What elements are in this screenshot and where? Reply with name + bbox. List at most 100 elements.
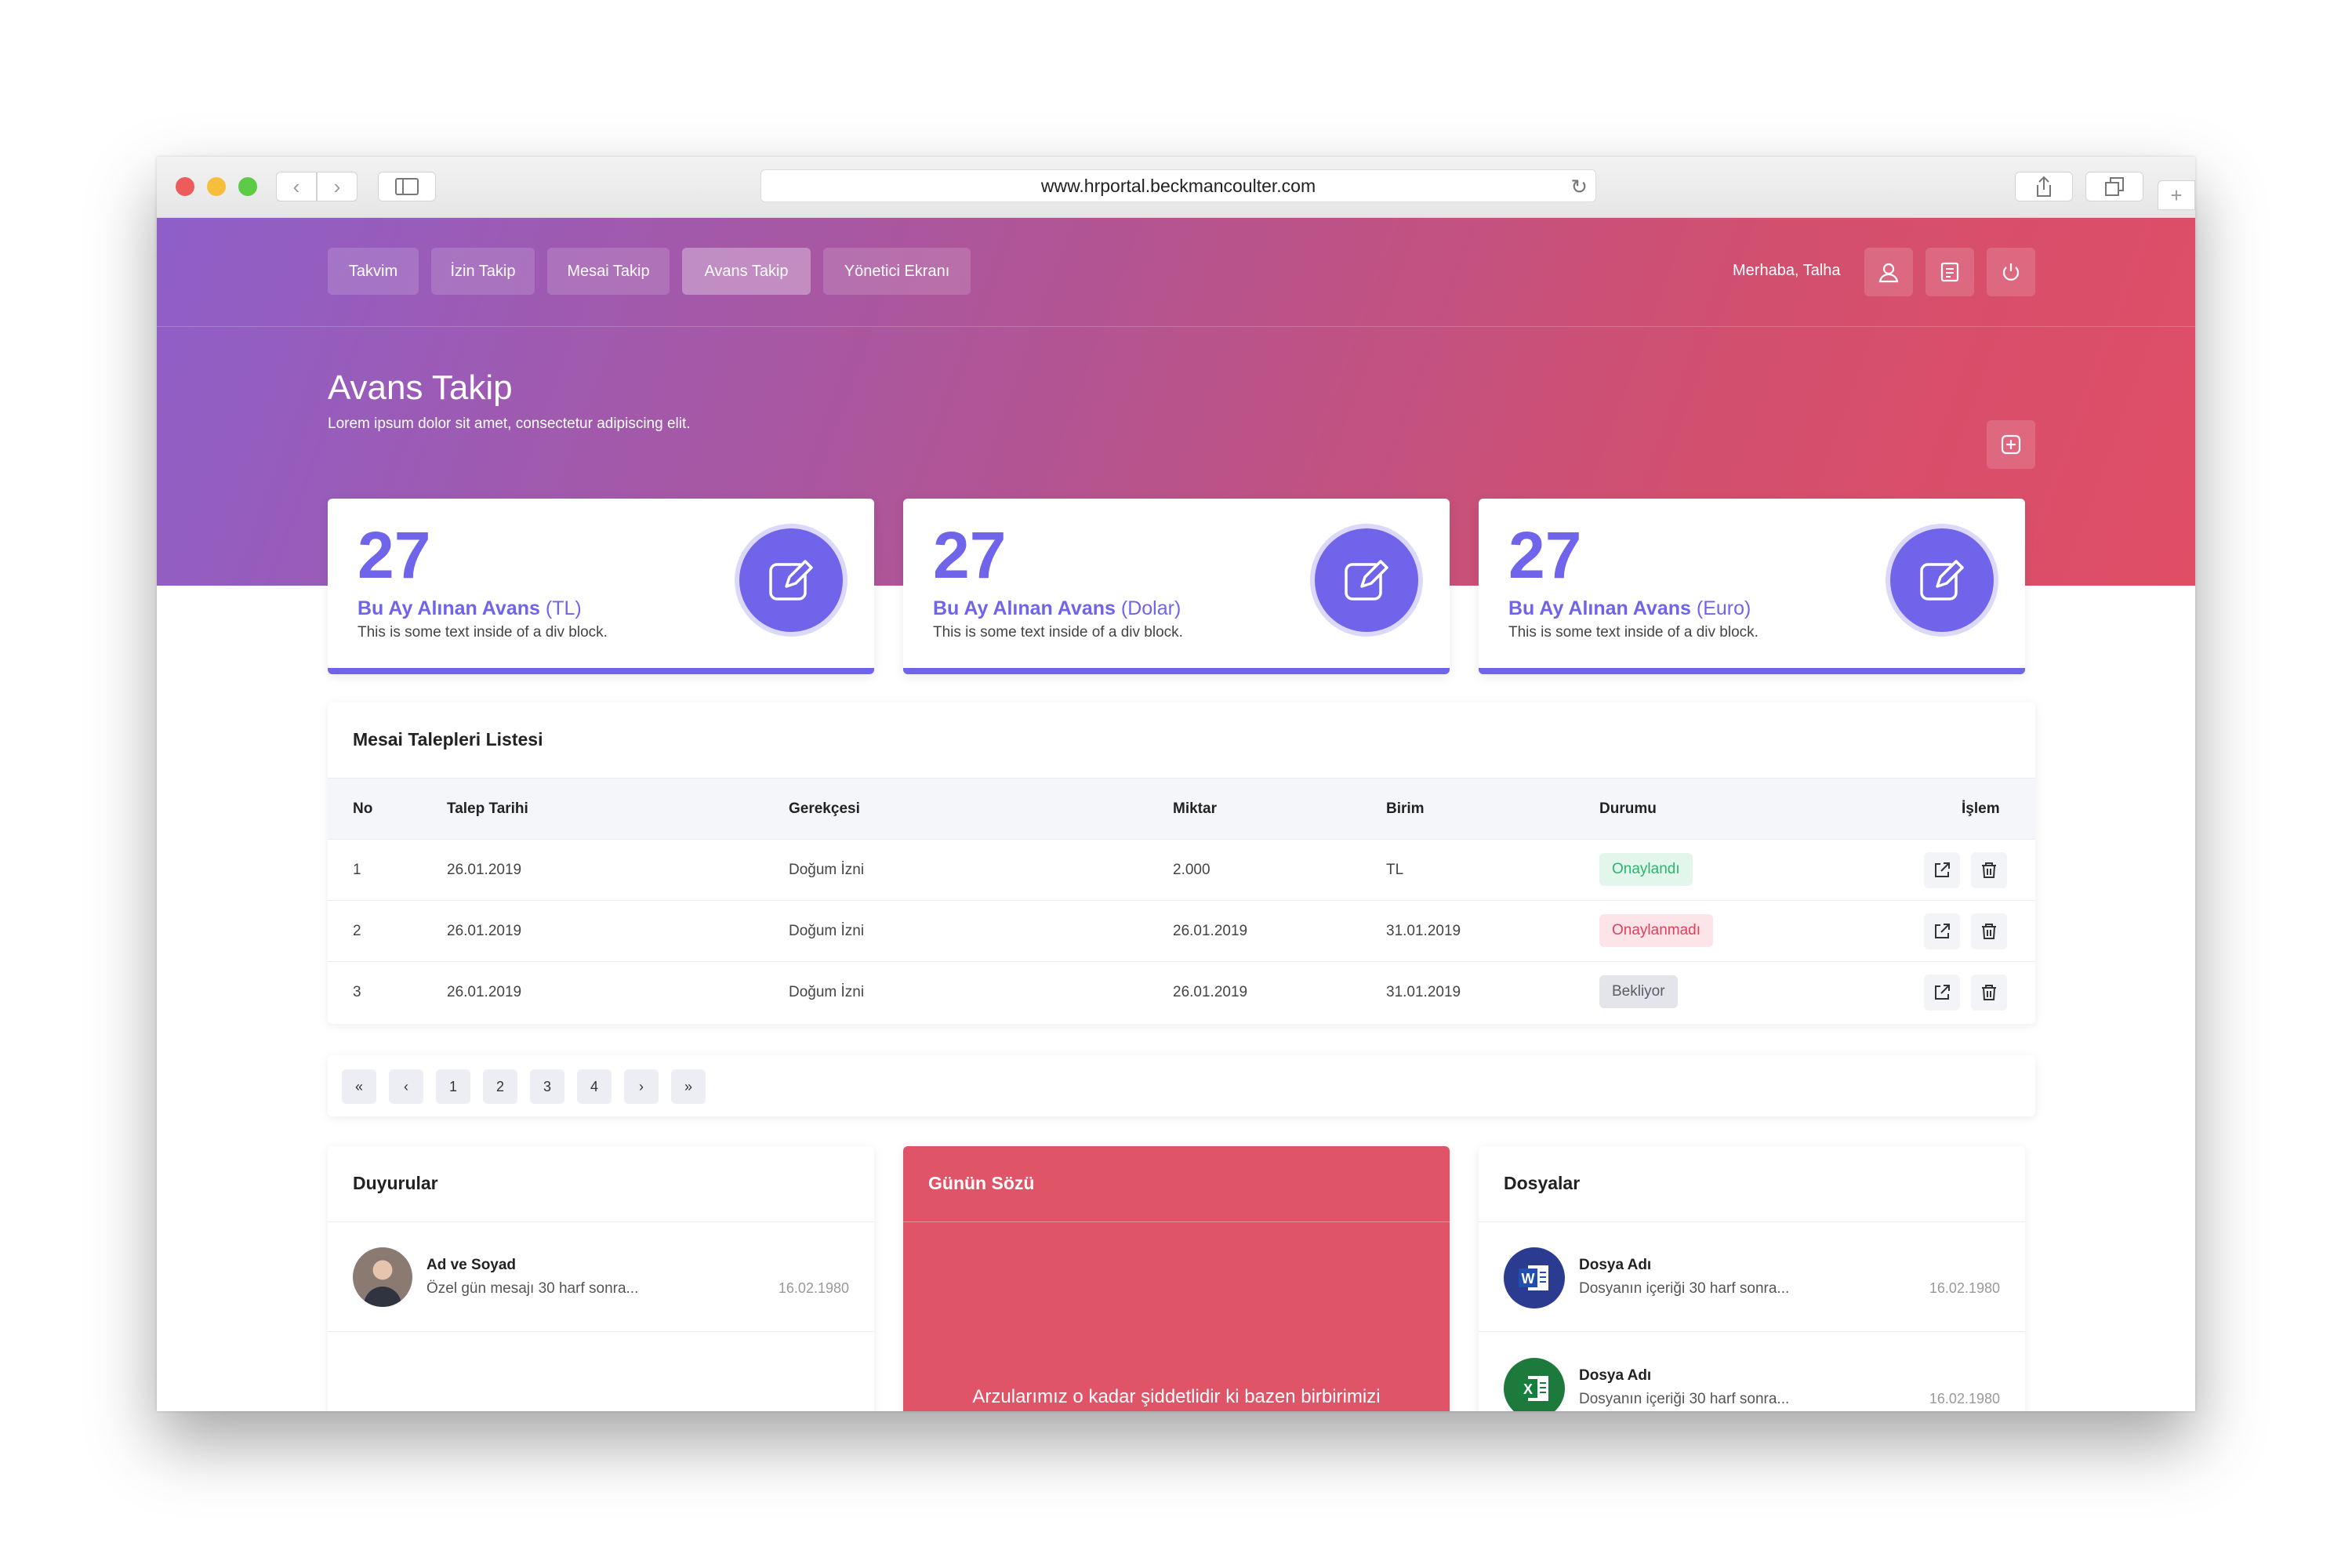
address-bar[interactable]: www.hrportal.beckmancoulter.com ↻ [760,169,1596,202]
last-page-button[interactable]: » [671,1069,706,1104]
stat-label: Bu Ay Alınan Avans (TL) [358,597,582,619]
maximize-window-icon[interactable] [238,177,257,196]
stat-value: 27 [1508,518,1582,592]
power-icon [2002,263,2020,281]
cell-unit: TL [1386,862,1404,878]
cell-reason: Doğum İzni [789,984,865,1000]
delete-button[interactable] [1971,852,2007,888]
cell-no: 1 [353,862,361,878]
open-button[interactable] [1924,913,1960,949]
prev-page-button[interactable]: ‹ [389,1069,423,1104]
status-badge: Onaylanmadı [1599,914,1714,947]
table-row: 1 26.01.2019 Doğum İzni 2.000 TL Onaylan… [328,839,2035,900]
profile-button[interactable] [1864,248,1913,296]
share-button[interactable] [2015,172,2073,201]
file-date: 16.02.1980 [1929,1280,2000,1296]
file-date: 16.02.1980 [1929,1391,2000,1406]
reload-icon[interactable]: ↻ [1570,175,1588,198]
trash-icon [1982,862,1996,878]
file-name: Dosya Adı [1579,1257,1652,1273]
chevron-right-icon: › [333,174,341,198]
open-button[interactable] [1924,975,1960,1011]
external-link-icon [1935,924,1950,938]
logout-button[interactable] [1987,248,2035,296]
quote-text: Arzularımız o kadar şiddetlidir ki bazen… [972,1386,1381,1407]
cell-unit: 31.01.2019 [1386,984,1461,1000]
delete-button[interactable] [1971,913,2007,949]
cell-date: 26.01.2019 [447,923,522,939]
col-reason: Gerekçesi [789,800,860,817]
cell-unit: 31.01.2019 [1386,923,1461,939]
nav-item-yonetici-ekrani[interactable]: Yönetici Ekranı [823,248,971,295]
url-text: www.hrportal.beckmancoulter.com [1040,175,1316,196]
edit-icon [1315,528,1418,632]
open-button[interactable] [1924,852,1960,888]
add-button[interactable] [1987,420,2035,469]
first-page-button[interactable]: « [342,1069,376,1104]
chevrons-right-icon: » [684,1078,692,1094]
announcement-text: Özel gün mesajı 30 harf sonra... [426,1280,639,1297]
col-amount: Miktar [1173,800,1217,817]
forward-button[interactable]: › [317,172,358,201]
browser-window: ‹ › www.hrportal.beckmancoulter.com ↻ + … [157,157,2195,1411]
panel-divider [328,1221,874,1222]
file-item[interactable]: X Dosya Adı Dosyanın içeriği 30 harf son… [1479,1333,2025,1411]
excel-icon: X [1504,1358,1565,1411]
share-icon [2037,176,2051,197]
file-item[interactable]: W Dosya Adı Dosyanın içeriği 30 harf son… [1479,1222,2025,1332]
page-button[interactable]: 4 [577,1069,612,1104]
stat-value: 27 [933,518,1007,592]
back-button[interactable]: ‹ [276,172,317,201]
stat-description: This is some text inside of a div block. [933,624,1183,641]
nav-item-mesai-takip[interactable]: Mesai Takip [547,248,670,295]
announcements-panel: Duyurular Ad ve Soyad Özel gün mesajı 30… [328,1146,874,1411]
status-badge: Bekliyor [1599,975,1678,1008]
close-window-icon[interactable] [176,177,194,196]
cell-amount: 2.000 [1173,862,1210,878]
plus-icon: + [2170,183,2183,207]
nav-item-izin-takip[interactable]: İzin Takip [431,248,535,295]
plus-square-icon [2001,434,2021,455]
trash-icon [1982,924,1996,939]
file-description: Dosyanın içeriği 30 harf sonra... [1579,1391,1790,1407]
browser-toolbar: ‹ › www.hrportal.beckmancoulter.com ↻ + [157,157,2195,218]
page-title: Avans Takip [328,368,513,407]
files-title: Dosyalar [1504,1173,1581,1193]
col-date: Talep Tarihi [447,800,528,817]
external-link-icon [1935,862,1950,877]
page-button[interactable]: 3 [530,1069,564,1104]
sidebar-icon [395,178,419,195]
table-row: 3 26.01.2019 Doğum İzni 26.01.2019 31.01… [328,961,2035,1022]
chevron-left-icon: ‹ [292,174,300,198]
notes-button[interactable] [1926,248,1974,296]
cell-amount: 26.01.2019 [1173,923,1248,939]
new-tab-button[interactable]: + [2158,180,2195,210]
edit-icon [1890,528,1994,632]
next-page-button[interactable]: › [624,1069,659,1104]
tabs-overview-button[interactable] [2085,172,2143,201]
avatar [353,1247,412,1307]
nav-item-takvim[interactable]: Takvim [328,248,419,295]
stat-card-dolar: 27 Bu Ay Alınan Avans (Dolar) This is so… [903,499,1450,674]
minimize-window-icon[interactable] [207,177,226,196]
cell-no: 2 [353,923,361,939]
sidebar-toggle-button[interactable] [378,172,436,201]
table-title: Mesai Talepleri Listesi [353,729,543,750]
nav-divider [157,326,2195,327]
stat-label: Bu Ay Alınan Avans (Euro) [1508,597,1751,619]
tabs-icon [2105,177,2124,196]
page-button[interactable]: 1 [436,1069,470,1104]
stat-label: Bu Ay Alınan Avans (Dolar) [933,597,1181,619]
col-actions: İşlem [1962,800,2000,817]
stat-description: This is some text inside of a div block. [1508,624,1759,641]
user-greeting: Merhaba, Talha [1733,262,1841,279]
panel-divider [1479,1221,2025,1222]
col-unit: Birim [1386,800,1425,817]
list-item[interactable]: Ad ve Soyad Özel gün mesajı 30 harf sonr… [328,1222,874,1332]
nav-item-avans-takip[interactable]: Avans Takip [682,248,811,295]
delete-button[interactable] [1971,975,2007,1011]
pagination: « ‹ 1 2 3 4 › » [328,1055,2035,1116]
page-button[interactable]: 2 [483,1069,517,1104]
quote-panel: Günün Sözü Arzularımız o kadar şiddetlid… [903,1146,1450,1411]
svg-text:X: X [1523,1381,1533,1397]
